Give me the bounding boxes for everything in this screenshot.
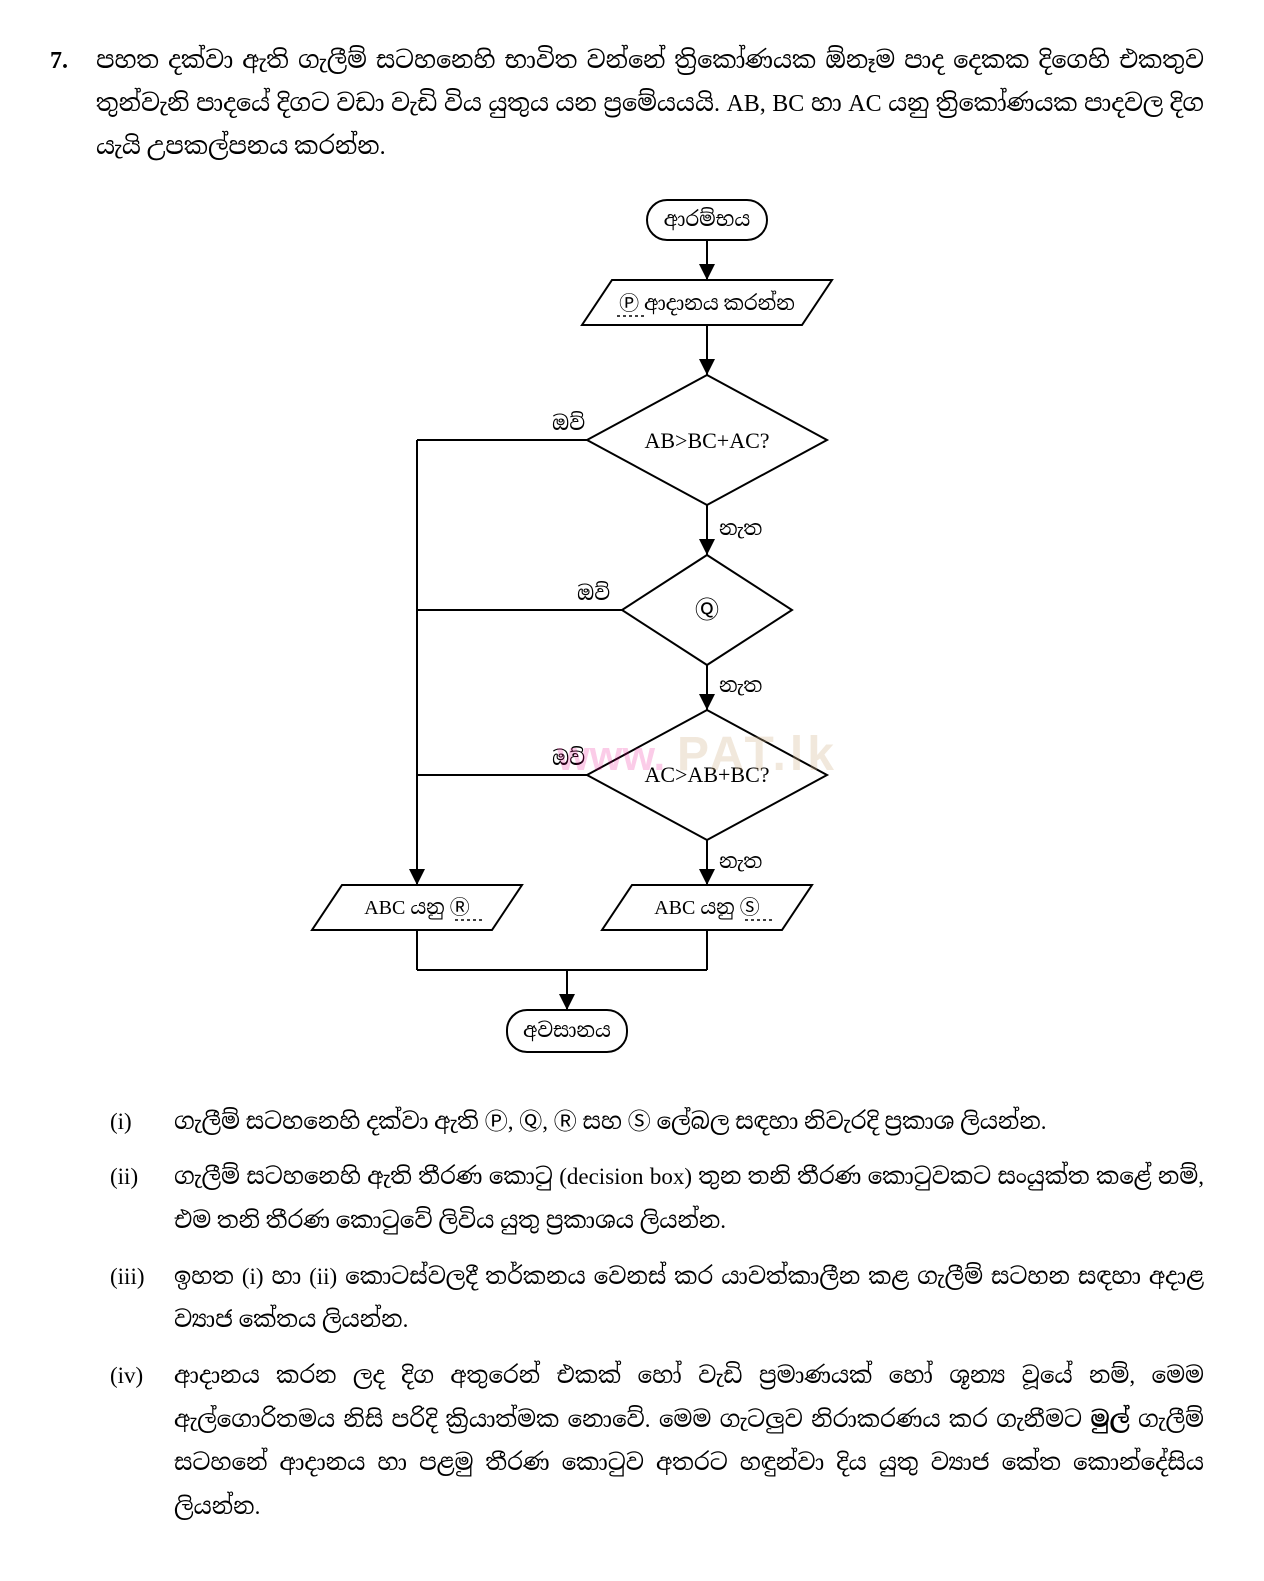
input-text: Ⓟ ආදානය කරන්න [619,290,795,316]
subq-iii-text: ඉහත (i) හා (ii) කොටස්වලදී තර්කනය වෙනස් ක… [174,1255,1204,1342]
subq-ii: (ii) ගැලීම් සටහනෙහි ඇති තීරණ කොටු (decis… [110,1155,1204,1242]
question-row: 7. පහත දක්වා ඇති ගැලීම් සටහනෙහි භාවිත වන… [50,40,1204,170]
subq-ii-text: ගැලීම් සටහනෙහි ඇති තීරණ කොටු (decision b… [174,1155,1204,1242]
node-output-right: ABC යනු Ⓢ [602,885,812,930]
output-r-text: ABC යනු Ⓢ [654,896,760,920]
output-l-prefix: ABC යනු [364,897,450,920]
subq-iii-roman: (iii) [110,1255,160,1342]
subq-iv-roman: (iv) [110,1354,160,1529]
node-decision-2: Ⓠ [622,555,792,665]
end-label: අවසානය [523,1020,611,1042]
subq-iv-text: ආදානය කරන ලද දිග අතුරෙන් එකක් හෝ වැඩි ප්… [174,1354,1204,1529]
start-label: ආරම්භය [664,207,751,231]
d1-no-label: නැත [719,518,763,540]
d1-yes-label: ඔව් [552,411,585,435]
d3-no-label: නැත [719,851,763,873]
output-l-label: Ⓡ [450,896,470,919]
question-number: 7. [50,40,80,170]
watermark-right: PAT.lk [677,728,838,781]
d2-no-label: නැත [719,675,763,697]
d2-label: Ⓠ [695,597,719,624]
node-end: අවසානය [507,1010,627,1052]
subq-iii: (iii) ඉහත (i) හා (ii) කොටස්වලදී තර්කනය ව… [110,1255,1204,1342]
node-start: ආරම්භය [647,200,767,240]
d2-yes-label: ඔව් [577,581,610,605]
d1-label: AB>BC+AC? [644,428,769,453]
subq-ii-roman: (ii) [110,1155,160,1242]
subq-i-roman: (i) [110,1100,160,1144]
question-text: පහත දක්වා ඇති ගැලීම් සටහනෙහි භාවිත වන්නේ… [96,40,1204,170]
watermark-left: www. [556,732,665,779]
input-label-text: ආදානය කරන්න [639,290,795,316]
node-output-left: ABC යනු Ⓡ [312,885,522,930]
flowchart-svg: ආරම්භය Ⓟ ආදානය කරන්න AB>BC+AC? ඔව් [267,190,987,1070]
subq-i: (i) ගැලීම් සටහනෙහි දක්වා ඇති Ⓟ, Ⓠ, Ⓡ සහ … [110,1100,1204,1144]
input-label-p: Ⓟ [619,292,639,315]
output-l-text: ABC යනු Ⓡ [364,896,470,920]
output-r-prefix: ABC යනු [654,897,740,920]
subq-iv-ul: මුල් [1090,1407,1129,1432]
flowchart-container: ආරම්භය Ⓟ ආදානය කරන්න AB>BC+AC? ඔව් [50,190,1204,1070]
page: 7. පහත දක්වා ඇති ගැලීම් සටහනෙහි භාවිත වන… [0,0,1264,1581]
node-decision-1: AB>BC+AC? [587,375,827,505]
subq-iv-pre: ආදානය කරන ලද දිග අතුරෙන් එකක් හෝ වැඩි ප්… [174,1363,1204,1432]
subq-i-text: ගැලීම් සටහනෙහි දක්වා ඇති Ⓟ, Ⓠ, Ⓡ සහ Ⓢ ලේ… [174,1100,1204,1144]
output-r-label: Ⓢ [740,896,760,919]
subq-iv: (iv) ආදානය කරන ලද දිග අතුරෙන් එකක් හෝ වැ… [110,1354,1204,1529]
node-input: Ⓟ ආදානය කරන්න [582,280,832,325]
